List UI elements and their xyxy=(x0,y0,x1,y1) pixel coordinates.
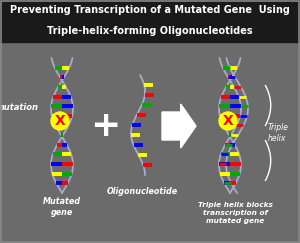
Bar xyxy=(0,0,300,42)
Circle shape xyxy=(219,112,237,130)
Text: mutation: mutation xyxy=(0,104,38,113)
Text: Oligonucleotide: Oligonucleotide xyxy=(106,188,178,197)
Polygon shape xyxy=(162,104,196,148)
Text: Triple
helix: Triple helix xyxy=(268,123,289,143)
Text: +: + xyxy=(90,109,120,143)
Circle shape xyxy=(51,112,69,130)
Text: Triple-helix-forming Oligonucleotides: Triple-helix-forming Oligonucleotides xyxy=(47,26,253,36)
Text: Preventing Transcription of a Mutated Gene  Using: Preventing Transcription of a Mutated Ge… xyxy=(10,6,290,16)
Text: X: X xyxy=(223,114,233,128)
Text: Mutated
gene: Mutated gene xyxy=(43,197,81,217)
Text: Triple helix blocks
transcription of
mutated gene: Triple helix blocks transcription of mut… xyxy=(198,202,272,224)
Text: X: X xyxy=(55,114,65,128)
